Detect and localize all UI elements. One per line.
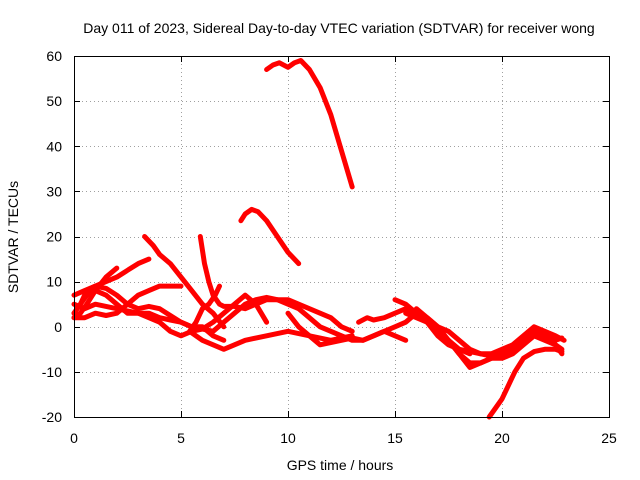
chart-title: Day 011 of 2023, Sidereal Day-to-day VTE… <box>83 20 594 36</box>
series-arc-4 <box>71 265 120 321</box>
x-axis-label: GPS time / hours <box>287 457 394 473</box>
series-arc-9 <box>187 283 355 352</box>
x-tick-label: 5 <box>177 430 185 446</box>
series-arc-17 <box>424 315 565 359</box>
series-arc-18 <box>486 346 565 420</box>
x-tick-label: 25 <box>601 430 617 446</box>
y-tick-label: 50 <box>46 93 62 109</box>
axis-ticks <box>74 56 610 418</box>
series-arc-5 <box>71 283 227 343</box>
y-tick-labels: -20 -10 0 10 20 30 40 50 60 <box>42 48 62 425</box>
y-axis-label: SDTVAR / TECUs <box>5 181 21 293</box>
x-tick-label: 0 <box>70 430 78 446</box>
x-tick-label: 15 <box>387 430 403 446</box>
y-tick-label: 60 <box>46 48 62 64</box>
y-tick-label: 10 <box>46 274 62 290</box>
y-tick-label: -20 <box>42 409 62 425</box>
grid <box>74 56 609 417</box>
plot-series <box>71 58 567 420</box>
y-tick-label: -10 <box>42 364 62 380</box>
series-arc-6 <box>142 234 227 330</box>
y-tick-label: 20 <box>46 229 62 245</box>
y-tick-label: 30 <box>46 183 62 199</box>
series-arc-7 <box>71 283 184 321</box>
x-tick-label: 20 <box>494 430 510 446</box>
y-tick-label: 40 <box>46 138 62 154</box>
x-tick-label: 10 <box>280 430 296 446</box>
series-arc-3 <box>71 256 152 316</box>
series-arc-11 <box>264 58 355 190</box>
series-arc-10 <box>238 206 302 267</box>
series-arc-12 <box>285 310 419 348</box>
y-tick-label: 0 <box>54 319 62 335</box>
series-arc-8 <box>197 234 355 334</box>
x-tick-labels: 0 5 10 15 20 25 <box>70 430 617 446</box>
